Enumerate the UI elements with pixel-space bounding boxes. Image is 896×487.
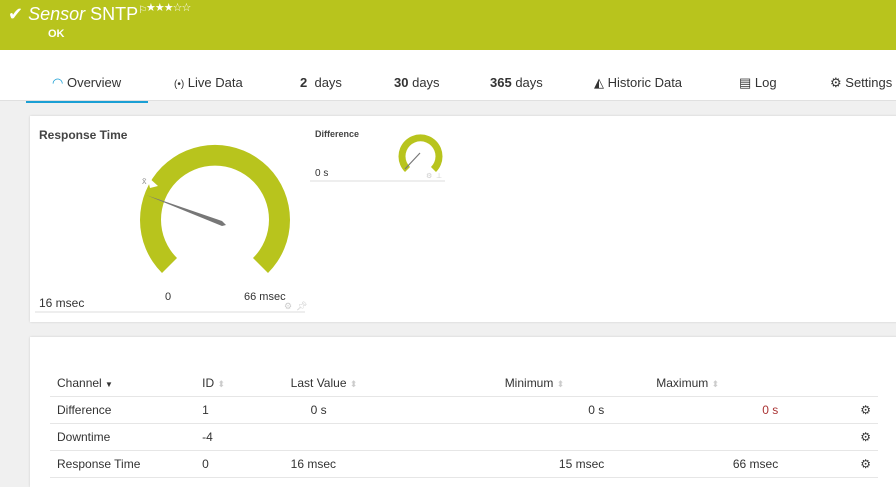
tab-2-days[interactable]: 2 days [300, 75, 342, 90]
difference-title: Difference [315, 129, 360, 139]
sort-icon: ⬍ [217, 379, 226, 389]
col-last-value[interactable]: Last Value ⬍ [277, 370, 458, 397]
tab-settings[interactable]: ⚙ Settings [830, 75, 893, 90]
tab-bar: ◠ Overview (•) Live Data 2 days 30 days … [0, 50, 896, 103]
table-header: Channel ▼ ID ⬍ Last Value ⬍ Minimum ⬍ Ma… [50, 370, 878, 397]
tab-30-days[interactable]: 30 days [394, 75, 440, 90]
gauge-min: 0 [165, 291, 172, 303]
channel-name[interactable]: Downtime [50, 423, 196, 451]
minimum: 15 msec [457, 450, 612, 478]
channel-id: 1 [195, 396, 278, 424]
gauge-max: 66 msec [244, 291, 286, 303]
difference-value: 0 s [315, 168, 329, 179]
col-minimum[interactable]: Minimum ⬍ [457, 370, 612, 397]
tab-log[interactable]: ▤ Log [739, 75, 777, 90]
minimum [457, 423, 612, 451]
last-value [277, 423, 458, 451]
channel-id: 0 [195, 450, 278, 478]
average-marker-notch [147, 176, 158, 188]
difference-settings-icon[interactable]: ⚙ [426, 173, 433, 180]
difference-pin-icon[interactable]: ⊥ [436, 173, 443, 180]
pin-icon[interactable]: 📌︎ [296, 301, 308, 311]
gauge-icon: ◠ [52, 75, 64, 90]
status-text: OK [48, 28, 65, 40]
area-chart-icon: ◭ [594, 75, 604, 90]
last-value: 16 msec [277, 450, 458, 478]
gauges-panel [30, 116, 896, 322]
difference-gauge-arc [398, 134, 443, 172]
response-time-needle [146, 195, 226, 226]
table-row[interactable]: Difference 1 0 s 0 s 0 s ⚙ [50, 396, 878, 424]
sensor-title: ✔ Sensor SNTP⚐ [8, 4, 148, 24]
tab-live-data[interactable]: (•) Live Data [174, 75, 243, 90]
tab-overview[interactable]: ◠ Overview [26, 75, 148, 103]
response-time-title: Response Time [39, 128, 128, 142]
sensor-header: ✔ Sensor SNTP⚐ ★★★☆☆ OK [0, 0, 896, 50]
maximum [611, 423, 786, 451]
channel-settings-icon[interactable]: ⚙ [785, 450, 878, 478]
flag-icon[interactable]: ⚐ [138, 5, 148, 16]
sort-desc-icon: ▼ [105, 380, 113, 389]
gauge-settings-icon[interactable]: ⚙ [284, 301, 293, 311]
check-icon: ✔ [8, 4, 24, 24]
channel-settings-icon[interactable]: ⚙ [785, 396, 878, 424]
sort-icon: ⬍ [711, 379, 720, 389]
col-id[interactable]: ID ⬍ [195, 370, 278, 397]
col-channel[interactable]: Channel ▼ [50, 370, 196, 397]
col-maximum[interactable]: Maximum ⬍ [611, 370, 786, 397]
table-row[interactable]: Downtime -4 ⚙ [50, 423, 878, 451]
channels-table: Channel ▼ ID ⬍ Last Value ⬍ Minimum ⬍ Ma… [50, 370, 878, 478]
response-time-gauge-arc [140, 144, 290, 273]
broadcast-icon: (•) [174, 79, 185, 90]
sort-icon: ⬍ [349, 379, 358, 389]
response-time-value: 16 msec [39, 296, 85, 310]
tab-historic-data[interactable]: ◭ Historic Data [594, 75, 683, 90]
maximum: 0 s [611, 396, 786, 424]
list-icon: ▤ [739, 75, 752, 90]
channel-settings-icon[interactable]: ⚙ [785, 423, 878, 451]
channel-id: -4 [195, 423, 278, 451]
channel-name[interactable]: Difference [50, 396, 196, 424]
maximum: 66 msec [611, 450, 786, 478]
table-row[interactable]: Response Time 0 16 msec 15 msec 66 msec ⚙ [50, 450, 878, 478]
tab-365-days[interactable]: 365 days [490, 75, 543, 90]
average-marker: x̄ [142, 176, 147, 186]
sort-icon: ⬍ [556, 379, 565, 389]
last-value: 0 s [277, 396, 458, 424]
channel-name[interactable]: Response Time [50, 450, 196, 478]
minimum: 0 s [457, 396, 612, 424]
difference-needle [404, 152, 421, 170]
gear-icon: ⚙ [830, 75, 842, 90]
priority-stars[interactable]: ★★★☆☆ [146, 2, 191, 14]
